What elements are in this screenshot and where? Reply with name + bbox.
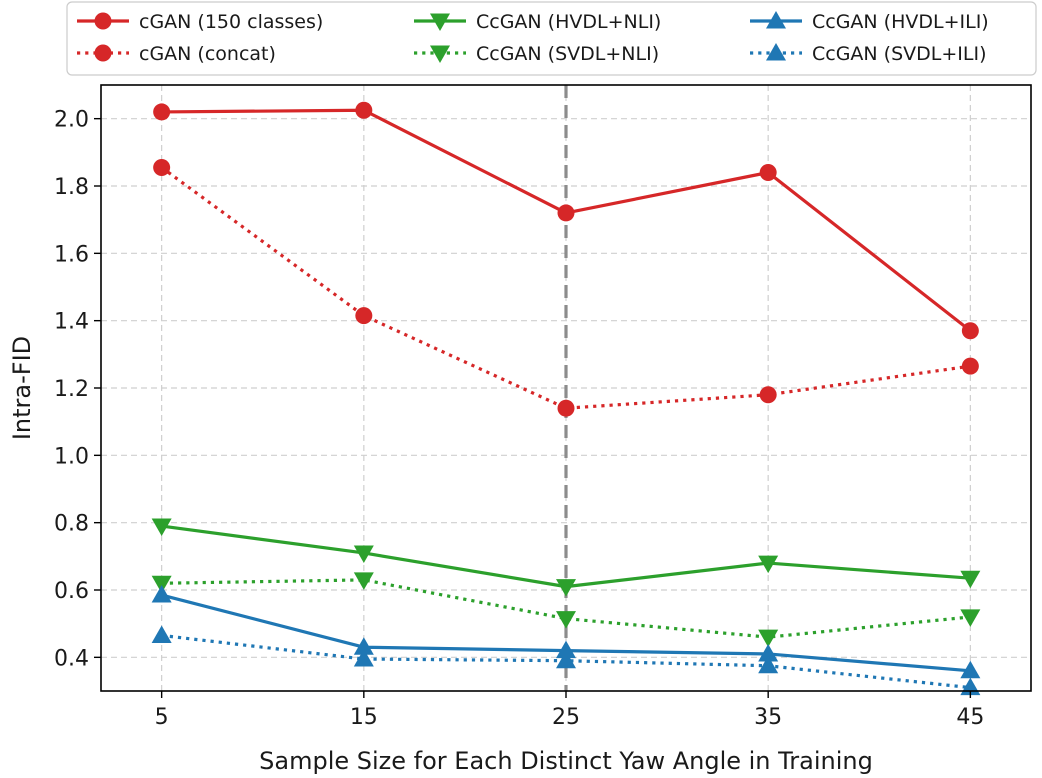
data-point [759, 386, 777, 404]
legend-label: cGAN (150 classes) [139, 11, 323, 33]
y-tick-label: 1.6 [54, 242, 89, 267]
data-point [759, 164, 777, 182]
legend-item-cgan-150-classes: cGAN (150 classes) [77, 11, 323, 33]
legend-swatch-marker [94, 44, 112, 62]
data-point [961, 357, 979, 375]
data-point [353, 545, 374, 563]
legend-label: CcGAN (SVDL+ILI) [812, 43, 987, 65]
data-point [758, 555, 779, 574]
y-tick-label: 0.4 [54, 646, 89, 671]
data-point [557, 204, 575, 222]
y-axis-label: Intra-FID [8, 336, 36, 440]
legend-label: cGAN (concat) [139, 43, 276, 65]
x-tick-label: 25 [552, 705, 580, 730]
data-point [151, 518, 172, 537]
legend-item-ccgan-hvdl-ili: CcGAN (HVDL+ILI) [750, 11, 989, 33]
data-point [556, 579, 576, 597]
series-cgan-concat [153, 158, 979, 417]
legend-label: CcGAN (HVDL+NLI) [476, 11, 661, 33]
x-tick-label: 5 [155, 705, 169, 730]
series-ccgan-hvdl-ili [151, 585, 981, 679]
legend-item-ccgan-svdl-nli: CcGAN (SVDL+NLI) [414, 43, 659, 65]
data-point [758, 629, 779, 648]
data-point [556, 611, 576, 629]
series-ccgan-hvdl-nli [151, 518, 981, 597]
y-tick-label: 1.2 [54, 377, 89, 402]
data-point [355, 101, 373, 119]
y-tick-label: 2.0 [54, 108, 89, 133]
data-point [758, 643, 779, 662]
y-tick-label: 1.8 [54, 175, 89, 200]
legend-swatch-marker [766, 43, 786, 61]
x-tick-label: 45 [956, 705, 984, 730]
x-axis-label: Sample Size for Each Distinct Yaw Angle … [259, 747, 873, 775]
data-point [153, 103, 171, 121]
y-tick-label: 0.6 [54, 579, 89, 604]
data-point [960, 570, 981, 589]
data-point [960, 609, 981, 627]
data-point [353, 649, 374, 667]
legend-label: CcGAN (SVDL+NLI) [476, 43, 659, 65]
legend-swatch-marker [766, 11, 786, 29]
y-tick-label: 1.4 [54, 310, 89, 335]
x-tick-label: 15 [350, 705, 378, 730]
data-point [557, 399, 575, 417]
x-tick-label: 35 [754, 705, 782, 730]
legend-item-cgan-concat: cGAN (concat) [77, 43, 276, 65]
series-ccgan-svdl-nli [151, 572, 981, 648]
data-point [353, 637, 374, 655]
data-point [153, 158, 171, 176]
legend-item-ccgan-hvdl-nli: CcGAN (HVDL+NLI) [414, 11, 661, 33]
data-point [353, 572, 374, 590]
data-point [960, 660, 981, 679]
data-point [758, 655, 779, 674]
legend-label: CcGAN (HVDL+ILI) [812, 11, 989, 33]
data-point [151, 585, 172, 603]
series-cgan-150-classes [153, 101, 979, 340]
series-line [160, 166, 971, 410]
data-point [151, 625, 172, 643]
series-group [151, 101, 981, 696]
axis-ticks: 5 15 25 35 45 0.4 0.6 0.8 1.0 1.2 1.4 1.6 1.8 2.0 [54, 108, 984, 730]
y-tick-label: 0.8 [54, 512, 89, 537]
data-point [355, 307, 373, 325]
data-point [556, 640, 576, 659]
data-point [961, 322, 979, 340]
data-point [556, 650, 576, 669]
legend: cGAN (150 classes) cGAN (concat) CcGAN (HV… [66, 1, 1037, 76]
y-tick-label: 1.0 [54, 444, 89, 469]
legend-swatch-marker [430, 13, 450, 31]
legend-item-ccgan-svdl-ili: CcGAN (SVDL+ILI) [750, 43, 987, 65]
legend-swatch-marker [94, 12, 112, 30]
data-point [151, 575, 172, 594]
legend-swatch-marker [430, 45, 450, 63]
